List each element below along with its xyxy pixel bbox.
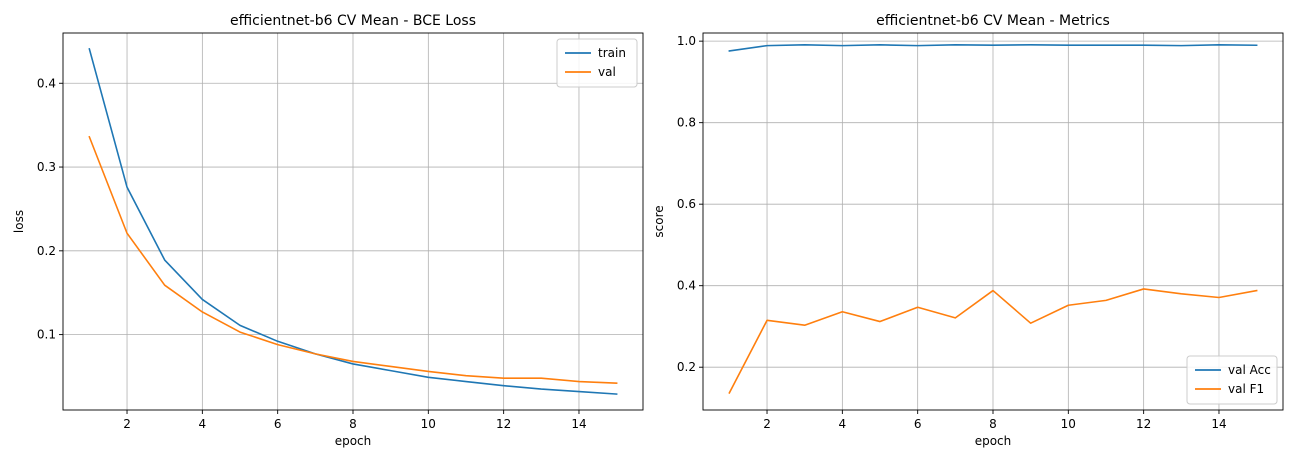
chart-1-x-tick-label: 14	[1211, 417, 1226, 431]
chart-1-legend-label: val Acc	[1228, 363, 1271, 377]
chart-1-series-line-val-acc	[728, 44, 1258, 52]
chart-1-y-tick-label: 0.4	[677, 279, 696, 293]
chart-1-y-tick-label: 0.2	[677, 360, 696, 374]
chart-0-legend-label: train	[598, 46, 626, 60]
chart-0-legend-label: val	[598, 65, 616, 79]
chart-1-y-tick-label: 1.0	[677, 34, 696, 48]
chart-0-y-tick-label: 0.3	[37, 160, 56, 174]
chart-1-x-axis-label: epoch	[975, 434, 1012, 448]
chart-0-x-tick-label: 10	[421, 417, 436, 431]
chart-0-legend-box	[556, 38, 638, 88]
chart-0-x-tick-label: 6	[274, 417, 282, 431]
chart-1-x-tick-label: 6	[914, 417, 922, 431]
chart-1-x-tick-label: 10	[1061, 417, 1076, 431]
chart-1-y-tick-label: 0.8	[677, 116, 696, 130]
chart-1-x-tick-label: 2	[763, 417, 771, 431]
chart-1-title: efficientnet-b6 CV Mean - Metrics	[876, 13, 1110, 29]
chart-0-y-tick-label: 0.4	[37, 76, 56, 90]
chart-1-y-axis-label: score	[652, 205, 666, 237]
chart-0-y-axis-label: loss	[12, 210, 26, 233]
chart-0-x-tick-label: 2	[123, 417, 131, 431]
chart-0-series-line-val	[88, 135, 618, 385]
chart-0-x-tick-label: 4	[199, 417, 207, 431]
chart-1-y-tick-label: 0.6	[677, 197, 696, 211]
chart-1-x-tick-label: 4	[839, 417, 847, 431]
chart-0-y-tick-label: 0.2	[37, 244, 56, 258]
chart-1-x-tick-label: 8	[989, 417, 997, 431]
chart-1-series-line-val-f1	[728, 288, 1258, 394]
chart-0-y-tick-label: 0.1	[37, 328, 56, 342]
chart-0-title: efficientnet-b6 CV Mean - BCE Loss	[230, 13, 476, 29]
chart-1-x-tick-label: 12	[1136, 417, 1151, 431]
chart-0-x-tick-label: 14	[571, 417, 586, 431]
chart-0-x-tick-label: 12	[496, 417, 511, 431]
chart-1-legend: val Acc val F1	[1186, 355, 1278, 405]
metrics-chart: 2 4 6 8 10 12 14 0.2 0.4 0.6 0.8 1.0 efficientnet-b6…	[652, 13, 1284, 448]
chart-0-x-axis-label: epoch	[335, 434, 372, 448]
chart-1-legend-box	[1186, 355, 1278, 405]
chart-0-x-tick-label: 8	[349, 417, 357, 431]
chart-0-legend: train val	[556, 38, 638, 88]
chart-0-series-line-train	[88, 47, 618, 395]
loss-chart: 2 4 6 8 10 12 14 0.1 0.2 0.3 0.4 efficientnet-b6 CV…	[12, 13, 644, 448]
chart-1-legend-label: val F1	[1228, 382, 1264, 396]
